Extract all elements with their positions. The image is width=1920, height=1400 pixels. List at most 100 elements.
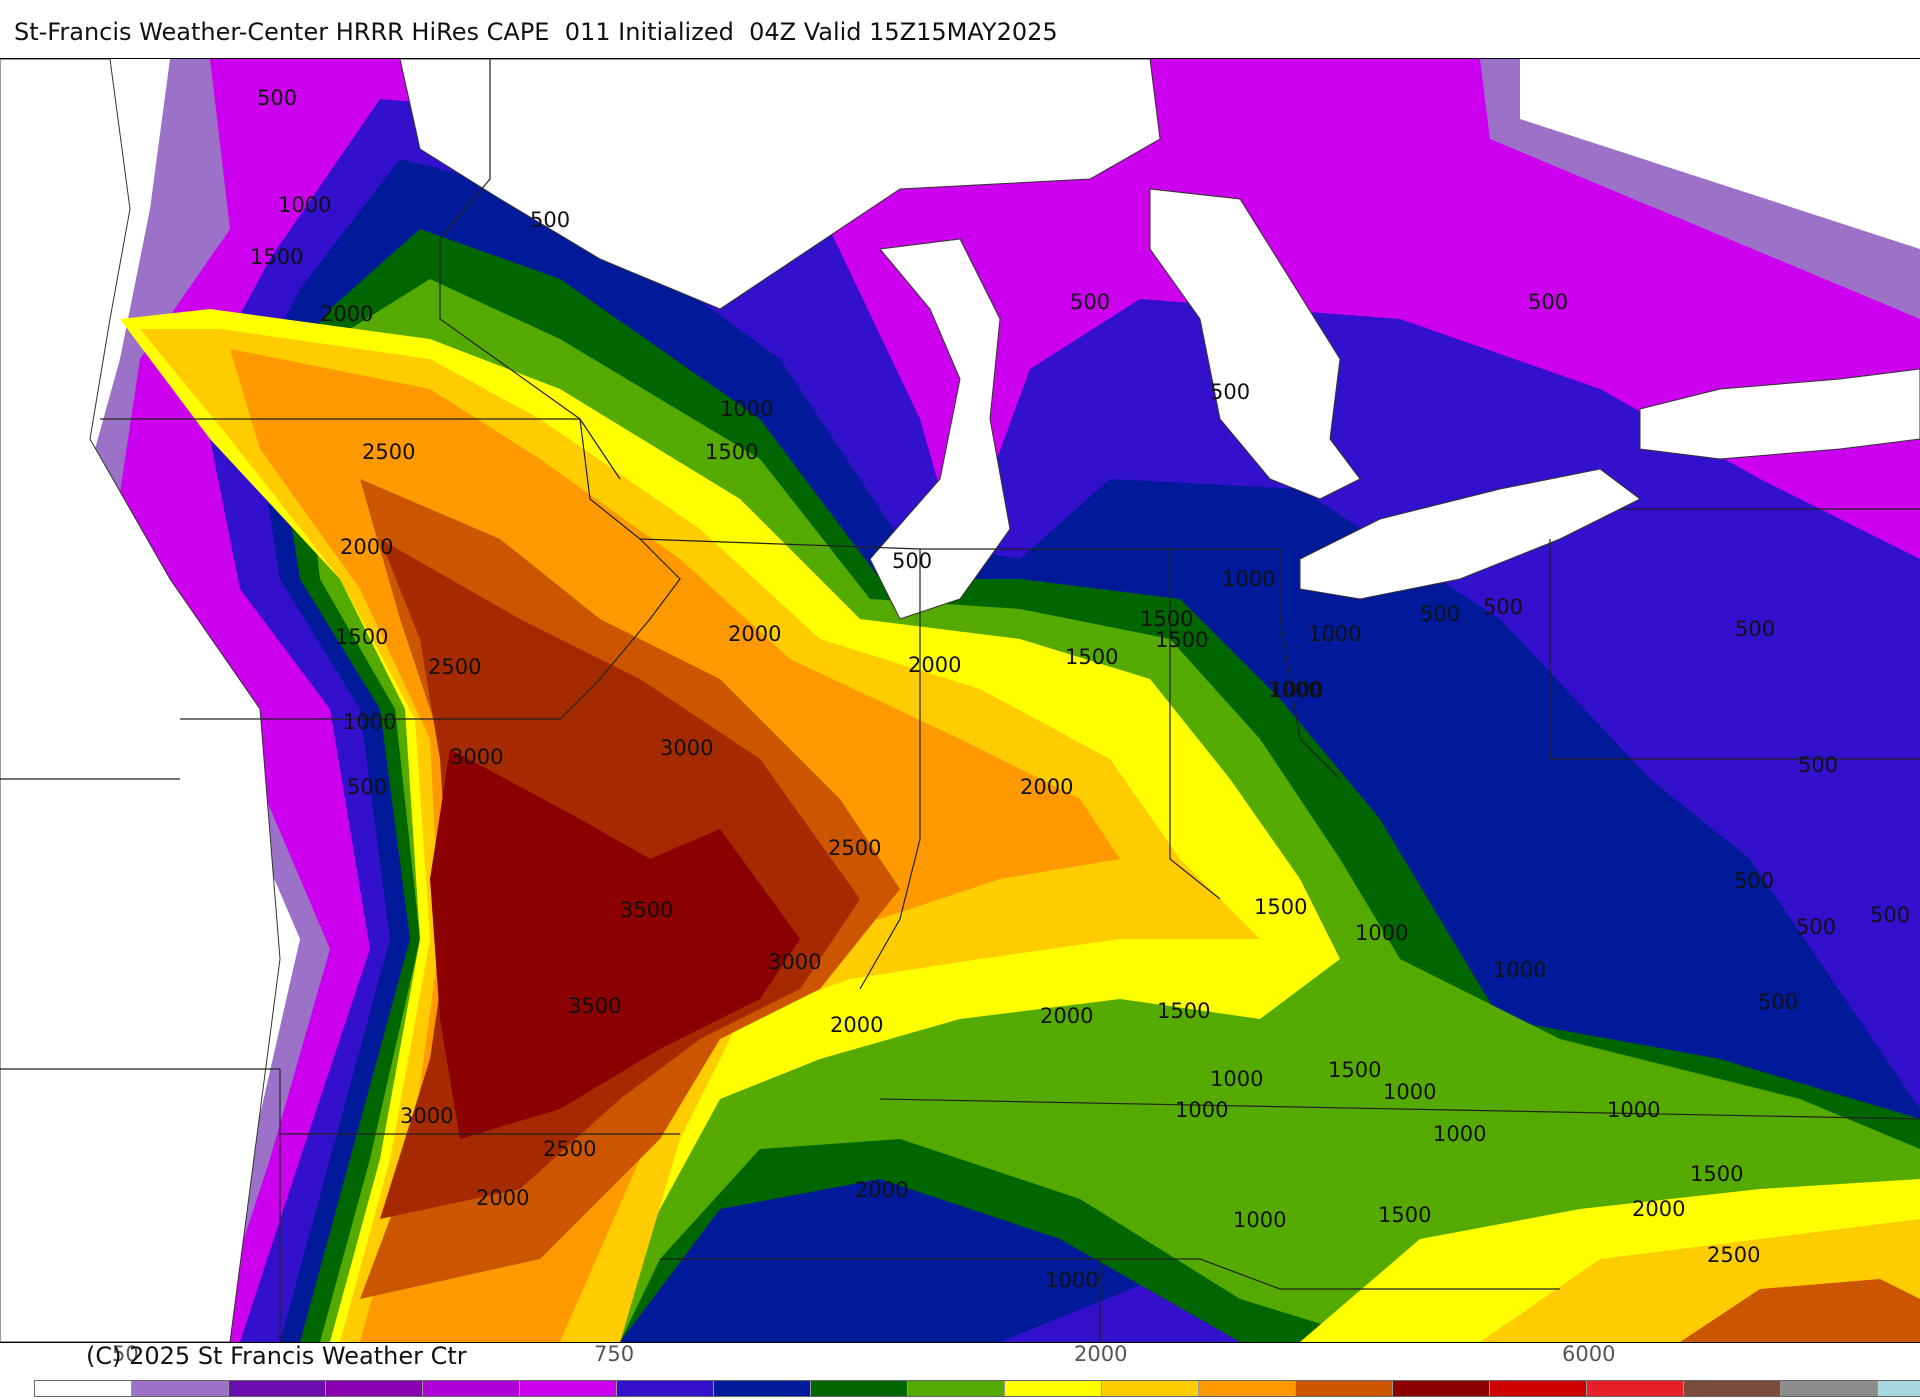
map-title: St-Francis Weather-Center HRRR HiRes CAP… [14,18,1058,46]
copyright-text: (C) 2025 St Francis Weather Ctr [86,1342,467,1370]
contour-label: 1500 [705,440,758,464]
colorbar-swatch [1296,1381,1393,1396]
contour-label: 500 [1796,915,1836,939]
contour-label: 500 [347,775,387,799]
contour-label: 2000 [340,535,393,559]
colorbar-swatch [1005,1381,1102,1396]
contour-label: 2000 [1632,1197,1685,1221]
contour-label: 1000 [1607,1098,1660,1122]
cape-map-svg: 500 1000 1500 2000 2500 2000 1500 2500 1… [0,59,1920,1342]
contour-label: 3000 [400,1104,453,1128]
contour-label: 500 [1420,602,1460,626]
colorbar-footer: (C) 2025 St Francis Weather Ctr 50 750 2… [0,1342,1920,1400]
contour-label: 1000 [1233,1208,1286,1232]
contour-label: 1000 [1383,1080,1436,1104]
colorbar-swatch [1878,1381,1920,1396]
contour-label: 2500 [543,1137,596,1161]
colorbar-swatch [423,1381,520,1396]
contour-label: 1000 [720,397,773,421]
colorbar-tick: 50 [112,1342,139,1366]
contour-label: 1000 [1175,1098,1228,1122]
colorbar-swatch [326,1381,423,1396]
state-boundaries [0,59,1920,1342]
contour-label: 1000 [1433,1122,1486,1146]
west-no-data [0,59,281,1342]
contour-label: 500 [530,208,570,232]
contour-label: 500 [1734,869,1774,893]
cape-map: 500 1000 1500 2000 2500 2000 1500 2500 1… [0,58,1920,1343]
contour-label: 1000 [1222,567,1275,591]
contour-label: 2000 [855,1178,908,1202]
colorbar-swatch [714,1381,811,1396]
colorbar-swatch [811,1381,908,1396]
contour-label: 500 [1870,903,1910,927]
contour-label: 500 [1210,380,1250,404]
contour-label: 2000 [908,653,961,677]
contour-label: 500 [1798,753,1838,777]
contour-label: 1500 [1328,1058,1381,1082]
colorbar-swatch [617,1381,714,1396]
lake-erie [1299,468,1641,600]
contour-label: 1500 [1378,1203,1431,1227]
contour-label: 2500 [428,655,481,679]
contour-label: 1500 [1690,1162,1743,1186]
contour-label: 1500 [1140,607,1193,631]
colorbar-swatch [1393,1381,1490,1396]
contour-label: 2500 [828,836,881,860]
contour-label: 1000 [1308,622,1361,646]
contour-label: 2000 [476,1186,529,1210]
lake-huron [1149,188,1361,500]
cape-colorbar [34,1380,1920,1397]
colorbar-tick: 2000 [1074,1342,1128,1366]
lake-superior [399,59,1161,310]
contour-label: 1000 [1270,678,1323,702]
colorbar-swatch [1199,1381,1296,1396]
colorbar-swatch [132,1381,229,1396]
contour-label: 1500 [1155,628,1208,652]
contour-label: 3000 [450,745,503,769]
cape-band-3500 [430,749,800,1139]
contour-label: 1500 [1254,895,1307,919]
contour-label: 500 [1483,595,1523,619]
contour-labels: 500 1000 1500 2000 2500 2000 1500 2500 1… [250,86,1910,1292]
colorbar-swatch [35,1381,132,1396]
contour-label: 1000 [278,193,331,217]
contour-label: 2000 [1040,1004,1093,1028]
contour-label: 3500 [568,994,621,1018]
contour-label: 500 [1758,990,1798,1014]
contour-label: 1000 [1355,921,1408,945]
lake-michigan [869,238,1011,620]
contour-label: 1000 [1493,958,1546,982]
colorbar-swatch [520,1381,617,1396]
contour-label: 500 [1070,290,1110,314]
contour-label: 3000 [660,736,713,760]
contour-label: 1000 [1045,1268,1098,1292]
contour-label: 2000 [320,302,373,326]
colorbar-swatch [1781,1381,1878,1396]
colorbar-swatch [1490,1381,1587,1396]
contour-label: 500 [1735,617,1775,641]
colorbar-swatch [1102,1381,1199,1396]
contour-label: 500 [257,86,297,110]
colorbar-tick: 6000 [1562,1342,1616,1366]
contour-label: 2000 [1020,775,1073,799]
contour-label: 1500 [250,245,303,269]
contour-label: 1500 [1157,999,1210,1023]
contour-label: 1000 [343,710,396,734]
cape-band-se-2500 [1680,1279,1920,1342]
contour-label: 500 [1528,290,1568,314]
contour-label: 1500 [335,625,388,649]
contour-label: 2500 [362,440,415,464]
contour-label: 1000 [1268,678,1321,702]
contour-label: 2500 [1707,1243,1760,1267]
colorbar-swatch [229,1381,326,1396]
colorbar-swatch [908,1381,1005,1396]
contour-label: 500 [892,549,932,573]
lake-ontario [1639,368,1920,460]
contour-label: 1500 [1065,645,1118,669]
contour-label: 3500 [620,898,673,922]
contour-label: 3000 [768,950,821,974]
contour-label: 2000 [830,1013,883,1037]
contour-label: 2000 [728,622,781,646]
colorbar-tick: 750 [594,1342,635,1366]
